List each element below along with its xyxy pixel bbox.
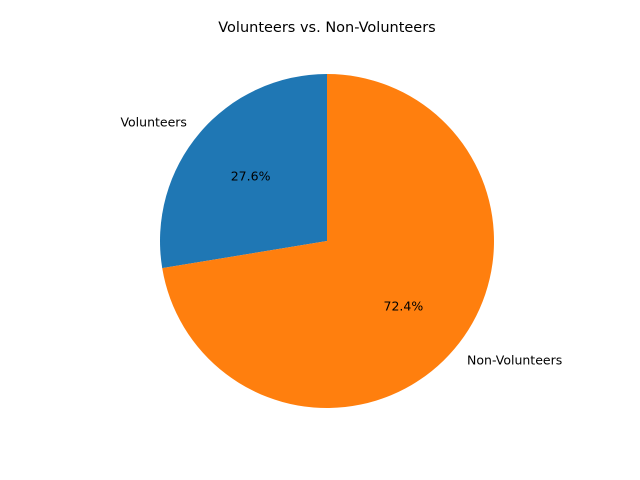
pie-percent-label: 72.4% — [384, 298, 424, 313]
pie-category-label: Non-Volunteers — [467, 352, 562, 367]
chart-title: Volunteers vs. Non-Volunteers — [218, 20, 436, 36]
pie-slices — [160, 74, 495, 408]
pie-slice-volunteers — [160, 74, 327, 269]
pie-percent-label: 27.6% — [231, 169, 271, 184]
pie-category-label: Volunteers — [120, 115, 186, 130]
pie-slice-non-volunteers — [162, 74, 495, 408]
pie-labels: 27.6% Volunteers 72.4% Non-Volunteers — [120, 115, 562, 368]
